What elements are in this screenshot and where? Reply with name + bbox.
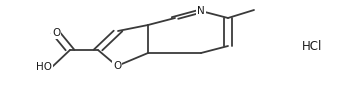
Text: O: O xyxy=(52,28,60,38)
Text: HO: HO xyxy=(36,62,52,72)
Text: HCl: HCl xyxy=(302,39,323,53)
Text: O: O xyxy=(113,61,121,71)
Text: N: N xyxy=(197,6,205,16)
